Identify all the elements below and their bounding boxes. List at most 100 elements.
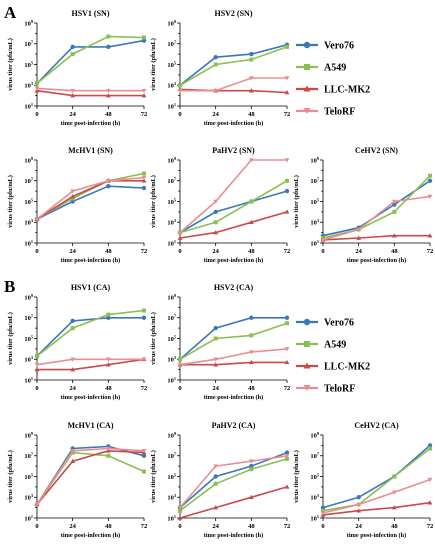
series-line-a549-pahv2-sn — [179, 180, 288, 234]
data-point-a549-cehv2-ca — [321, 508, 325, 513]
x-tick-label-hsv1-sn: 24 — [69, 111, 76, 118]
y-tick-label-mchv1-sn: 103 — [24, 218, 33, 227]
y-tick-label-mchv1-ca: 103 — [24, 493, 33, 502]
data-point-llc-mk2-hsv2-ca — [213, 362, 219, 367]
data-point-vero76-cehv2-sn — [392, 202, 397, 207]
data-point-telorf-pahv2-ca — [177, 505, 183, 511]
chart-title-hsv2-ca: HSV2 (CA) — [214, 283, 254, 292]
data-point-a549-mchv1-ca — [142, 469, 146, 474]
data-point-a549-hsv2-sn — [285, 44, 289, 49]
series-line-vero76-hsv2-ca — [179, 316, 287, 360]
data-point-vero76-cehv2-ca — [356, 495, 361, 500]
series-line-vero76-mchv1-ca — [36, 445, 145, 505]
y-tick-label-pahv2-ca: 107 — [167, 452, 177, 461]
legend-panel-a: Vero76 A549 LLC-MK2 TeloRF — [296, 41, 370, 118]
data-point-vero76-pahv2-ca — [284, 450, 290, 455]
data-point-vero76-pahv2-ca — [213, 474, 218, 479]
series-line-telorf-mchv1-sn — [36, 176, 145, 220]
series-line-a549-hsv1-ca — [36, 309, 145, 357]
y-tick-label-pahv2-sn: 105 — [167, 197, 176, 206]
data-point-vero76-hsv2-ca — [213, 325, 218, 331]
data-point-a549-cehv2-sn — [392, 209, 397, 214]
x-tick-label-mchv1-ca: 48 — [105, 523, 112, 530]
chart-title-hsv1-ca: HSV1 (CA) — [71, 283, 111, 292]
data-point-vero76-cehv2-ca — [320, 505, 326, 510]
data-point-telorf-hsv2-sn — [248, 76, 254, 81]
y-tick-label-cehv2-sn: 103 — [310, 218, 319, 227]
x-tick-label-pahv2-sn: 0 — [178, 248, 181, 255]
y-tick-label-hsv2-sn: 109 — [167, 19, 176, 28]
y-tick-label-hsv1-sn: 103 — [24, 81, 33, 90]
x-tick-label-pahv2-ca: 24 — [212, 523, 219, 530]
chart-title-pahv2-ca: PaHV2 (CA) — [212, 421, 256, 430]
data-point-llc-mk2-hsv2-ca — [284, 359, 290, 365]
y-tick-label-cehv2-sn: 107 — [310, 177, 320, 186]
series-line-telorf-hsv2-sn — [180, 77, 287, 92]
data-point-a549-hsv1-sn — [70, 52, 75, 57]
data-point-llc-mk2-pahv2-sn — [213, 230, 219, 235]
series-line-telorf-hsv1-ca — [36, 358, 144, 366]
data-point-a549-hsv1-sn — [35, 81, 39, 86]
x-axis-label-mchv1-ca: time post-infection (h) — [61, 532, 120, 539]
y-tick-label-mchv1-ca: 105 — [24, 472, 33, 481]
data-point-llc-mk2-pahv2-sn — [177, 235, 183, 240]
x-tick-label-mchv1-sn: 48 — [105, 248, 112, 255]
data-point-a549-pahv2-sn — [249, 199, 254, 204]
y-tick-label-cehv2-sn: 109 — [310, 156, 319, 165]
series-line-a549-hsv2-sn — [179, 46, 288, 86]
series-line-a549-hsv1-sn — [36, 35, 145, 85]
legend-entry-a549-b: A549 — [296, 340, 346, 351]
x-axis-label-cehv2-ca: time post-infection (h) — [347, 532, 406, 539]
x-tick-label-hsv2-ca: 24 — [212, 385, 219, 392]
data-point-a549-hsv1-sn — [106, 34, 111, 39]
x-tick-label-pahv2-ca: 0 — [178, 523, 181, 530]
y-tick-label-hsv1-ca: 109 — [24, 293, 33, 302]
data-point-telorf-hsv1-ca — [105, 357, 111, 362]
y-tick-label-cehv2-ca: 101 — [310, 514, 319, 523]
data-point-llc-mk2-mchv1-sn — [141, 178, 147, 183]
x-tick-label-pahv2-sn: 48 — [248, 248, 255, 255]
data-point-llc-mk2-hsv1-ca — [70, 367, 76, 372]
chart-mchv1-sn: McHV1 (SN) 101 103 105 107 109 0 24 48 72 time pos… — [7, 146, 147, 264]
data-point-a549-hsv1-sn — [142, 35, 146, 40]
x-tick-label-pahv2-ca: 72 — [284, 523, 291, 530]
legend-entry-telorf-b: TeloRF — [296, 384, 355, 395]
x-tick-label-cehv2-ca: 0 — [321, 523, 324, 530]
y-tick-label-pahv2-ca: 105 — [167, 472, 176, 481]
data-point-a549-hsv1-ca — [70, 326, 75, 331]
series-line-telorf-cehv2-ca — [322, 478, 431, 514]
y-axis-label-pahv2-ca: virus titer (pfu/mL) — [150, 450, 157, 503]
x-axis-label-pahv2-ca: time post-infection (h) — [204, 532, 263, 539]
data-point-a549-pahv2-ca — [213, 481, 218, 486]
data-point-vero76-mchv1-sn — [106, 183, 111, 189]
legend-label-llc-mk2: LLC-MK2 — [324, 85, 370, 96]
data-point-a549-cehv2-sn — [428, 173, 432, 178]
data-point-telorf-hsv1-ca — [34, 362, 40, 368]
chart-hsv2-ca: HSV2 (CA) 101 103 105 107 109 0 24 48 72 time post… — [150, 283, 290, 401]
data-point-telorf-hsv1-ca — [141, 357, 147, 362]
y-tick-label-hsv2-ca: 103 — [167, 355, 176, 364]
series-line-llc-mk2-cehv2-sn — [322, 234, 430, 241]
data-point-telorf-mchv1-sn — [70, 189, 76, 194]
data-point-llc-mk2-hsv2-sn — [284, 90, 290, 95]
x-tick-label-cehv2-ca: 24 — [355, 523, 362, 530]
chart-title-hsv2-sn: HSV2 (SN) — [214, 9, 252, 18]
series-line-vero76-cehv2-sn — [322, 180, 431, 237]
data-point-llc-mk2-pahv2-sn — [248, 219, 254, 225]
data-point-vero76-pahv2-sn — [213, 209, 218, 215]
data-point-a549-hsv2-ca — [285, 321, 289, 326]
data-point-vero76-cehv2-ca — [427, 443, 433, 448]
data-point-vero76-hsv1-sn — [106, 44, 111, 50]
y-tick-label-hsv2-sn: 103 — [167, 81, 176, 90]
legend-entry-vero76: Vero76 — [296, 41, 354, 52]
x-axis-label-hsv1-sn: time post-infection (h) — [61, 120, 120, 127]
series-line-llc-mk2-pahv2-sn — [179, 211, 288, 239]
data-point-a549-cehv2-ca — [392, 474, 397, 479]
data-point-llc-mk2-hsv1-sn — [105, 93, 111, 98]
legend-entry-a549: A549 — [296, 63, 346, 74]
x-tick-label-hsv1-ca: 72 — [141, 385, 148, 392]
data-point-llc-mk2-hsv1-ca — [34, 367, 40, 372]
x-tick-label-mchv1-sn: 72 — [141, 248, 148, 255]
y-tick-label-hsv1-sn: 109 — [24, 19, 33, 28]
data-point-vero76-mchv1-ca — [141, 453, 147, 458]
